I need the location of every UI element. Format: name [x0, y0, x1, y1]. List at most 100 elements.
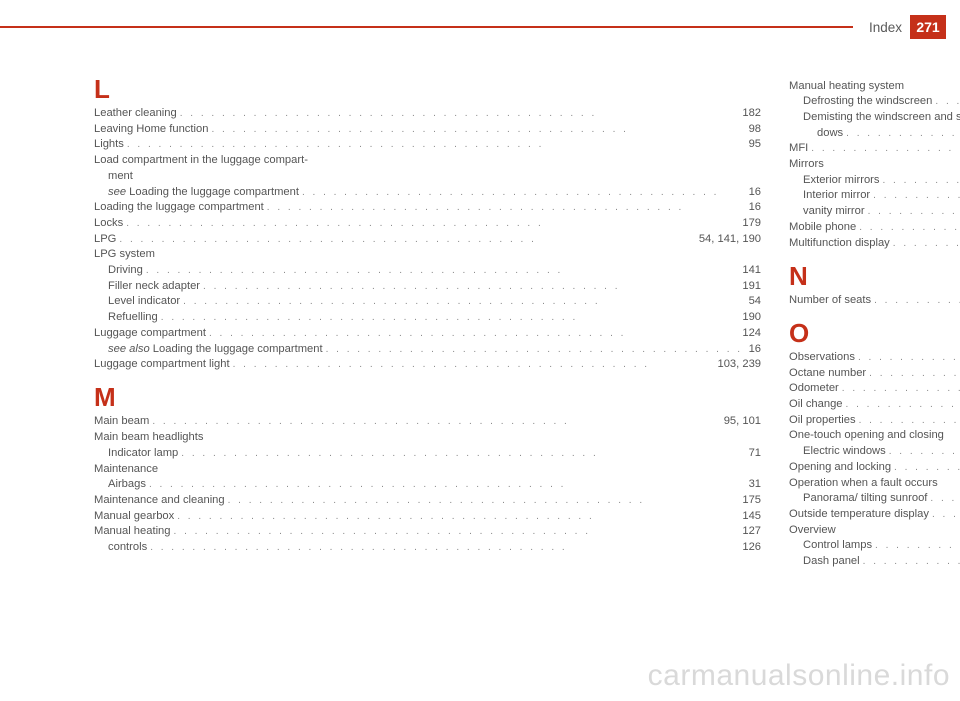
index-entry-page: 71	[746, 448, 761, 459]
index-entry: MFI. . . . . . . . . . . . . . . . . . .…	[789, 143, 960, 154]
index-entry-text: controls	[108, 541, 147, 553]
index-entry-text: Electric windows	[803, 445, 886, 457]
index-entry-label: Manual gearbox	[94, 511, 174, 522]
index-entry: see Loading the luggage compartment. . .…	[94, 187, 761, 198]
section-letter: L	[94, 76, 761, 102]
leader-dots: . . . . . . . . . . . . . . . . . . . . …	[866, 369, 960, 379]
index-entry-text: Outside temperature display	[789, 508, 929, 520]
index-entry: Luggage compartment. . . . . . . . . . .…	[94, 328, 761, 339]
index-entry-text: Mobile phone	[789, 221, 856, 233]
index-entry: Dash panel. . . . . . . . . . . . . . . …	[789, 556, 960, 567]
index-entry: Panorama/ tilting sunroof. . . . . . . .…	[789, 493, 960, 504]
section-letter: M	[94, 384, 761, 410]
index-entry-label: Oil properties	[789, 415, 856, 426]
index-entry-text: Locks	[94, 217, 123, 229]
index-entry-label: Refuelling	[108, 312, 158, 323]
index-entry: see also Loading the luggage compartment…	[94, 344, 761, 355]
index-entry-label: Lights	[94, 139, 124, 150]
index-entry-page: 190	[739, 312, 761, 323]
leader-dots: . . . . . . . . . . . . . . . . . . . . …	[879, 176, 960, 186]
index-entry-text: Panorama/ tilting sunroof	[803, 492, 927, 504]
index-entry: Oil change. . . . . . . . . . . . . . . …	[789, 399, 960, 410]
index-entry-label: Number of seats	[789, 295, 871, 306]
index-entry-text: Oil properties	[789, 414, 856, 426]
leader-dots: . . . . . . . . . . . . . . . . . . . . …	[230, 360, 715, 370]
index-entry: Observations. . . . . . . . . . . . . . …	[789, 352, 960, 363]
index-entry-label: Electric windows	[803, 446, 886, 457]
index-entry: Oil properties. . . . . . . . . . . . . …	[789, 415, 960, 426]
index-entry-text: Observations	[789, 351, 855, 363]
index-entry-page: 16	[746, 344, 761, 355]
index-entry: Level indicator. . . . . . . . . . . . .…	[94, 296, 761, 307]
index-entry-text: Indicator lamp	[108, 447, 178, 459]
leader-dots: . . . . . . . . . . . . . . . . . . . . …	[177, 109, 740, 119]
index-entry-label: see also Loading the luggage compartment	[108, 344, 323, 355]
index-entry: Loading the luggage compartment. . . . .…	[94, 202, 761, 213]
leader-dots: . . . . . . . . . . . . . . . . . . . . …	[886, 447, 960, 457]
index-entry: LPG. . . . . . . . . . . . . . . . . . .…	[94, 234, 761, 245]
index-entry-label: Exterior mirrors	[803, 175, 879, 186]
index-entry-text: Leaving Home function	[94, 123, 208, 135]
leader-dots: . . . . . . . . . . . . . . . . . . . . …	[174, 512, 739, 522]
index-entry-label: Control lamps	[803, 540, 872, 551]
index-entry-text: Loading the luggage compartment	[153, 343, 323, 355]
leader-dots: . . . . . . . . . . . . . . . . . . . . …	[843, 129, 960, 139]
index-entry: Opening and locking. . . . . . . . . . .…	[789, 462, 960, 473]
index-entry-text: Filler neck adapter	[108, 280, 200, 292]
index-entry-label: Opening and locking	[789, 462, 891, 473]
index-entry-prefix: see also	[108, 343, 153, 355]
index-entry-text: Number of seats	[789, 294, 871, 306]
leader-dots: . . . . . . . . . . . . . . . . . . . . …	[171, 527, 740, 537]
index-entry-label: Odometer	[789, 383, 839, 394]
index-entry: vanity mirror. . . . . . . . . . . . . .…	[789, 206, 960, 217]
index-entry-page: 103, 239	[714, 359, 761, 370]
leader-dots: . . . . . . . . . . . . . . . . . . . . …	[891, 463, 960, 473]
index-entry-label: Mobile phone	[789, 222, 856, 233]
index-entry: Exterior mirrors. . . . . . . . . . . . …	[789, 175, 960, 186]
index-column: Manual heating system Defrosting the wind…	[789, 76, 960, 572]
leader-dots: . . . . . . . . . . . . . . . . . . . . …	[180, 297, 745, 307]
index-entry-text: Refuelling	[108, 311, 158, 323]
index-entry-label: Mirrors	[789, 159, 960, 170]
index-entry-page: 175	[739, 495, 761, 506]
index-entry: Mobile phone. . . . . . . . . . . . . . …	[789, 222, 960, 233]
index-entry-label: Leaving Home function	[94, 124, 208, 135]
leader-dots: . . . . . . . . . . . . . . . . . . . . …	[264, 203, 746, 213]
header-label: Index	[869, 20, 902, 35]
index-entry: Filler neck adapter. . . . . . . . . . .…	[94, 281, 761, 292]
index-entry-label: Luggage compartment light	[94, 359, 230, 370]
index-entry-text: Driving	[108, 264, 143, 276]
index-entry-text: Dash panel	[803, 555, 860, 567]
index-entry-text: Leather cleaning	[94, 107, 177, 119]
leader-dots: . . . . . . . . . . . . . . . . . . . . …	[808, 144, 960, 154]
index-entry-text: Odometer	[789, 382, 839, 394]
index-entry-label: Oil change	[789, 399, 843, 410]
watermark: carmanualsonline.info	[648, 659, 950, 693]
index-entry: Refuelling. . . . . . . . . . . . . . . …	[94, 312, 761, 323]
index-entry-label: Manual heating system	[789, 81, 960, 92]
index-entry-label: Demisting the windscreen and side win-	[789, 112, 960, 123]
index-entry-page: 141	[739, 265, 761, 276]
leader-dots: . . . . . . . . . . . . . . . . . . . . …	[149, 417, 720, 427]
index-entry-label: Outside temperature display	[789, 509, 929, 520]
index-entry-label: Defrosting the windscreen	[803, 96, 932, 107]
index-entry: Leaving Home function. . . . . . . . . .…	[94, 124, 761, 135]
index-entry-label: ment	[94, 171, 761, 182]
index-entry-label: Level indicator	[108, 296, 180, 307]
index-entry-page: 54	[746, 296, 761, 307]
index-entry-page: 16	[746, 187, 761, 198]
index-entry: Control lamps. . . . . . . . . . . . . .…	[789, 540, 960, 551]
index-entry-label: MFI	[789, 143, 808, 154]
index-entry-page: 145	[739, 511, 761, 522]
index-entry-text: Octane number	[789, 367, 866, 379]
index-entry-page: 127	[739, 526, 761, 537]
index-entry-text: Interior mirror	[803, 189, 870, 201]
leader-dots: . . . . . . . . . . . . . . . . . . . . …	[143, 266, 740, 276]
leader-dots: . . . . . . . . . . . . . . . . . . . . …	[124, 140, 746, 150]
index-entry-text: dows	[817, 127, 843, 139]
index-entry-text: Manual gearbox	[94, 510, 174, 522]
leader-dots: . . . . . . . . . . . . . . . . . . . . …	[872, 541, 960, 551]
index-entry-text: Control lamps	[803, 539, 872, 551]
leader-dots: . . . . . . . . . . . . . . . . . . . . …	[200, 282, 739, 292]
leader-dots: . . . . . . . . . . . . . . . . . . . . …	[146, 480, 746, 490]
